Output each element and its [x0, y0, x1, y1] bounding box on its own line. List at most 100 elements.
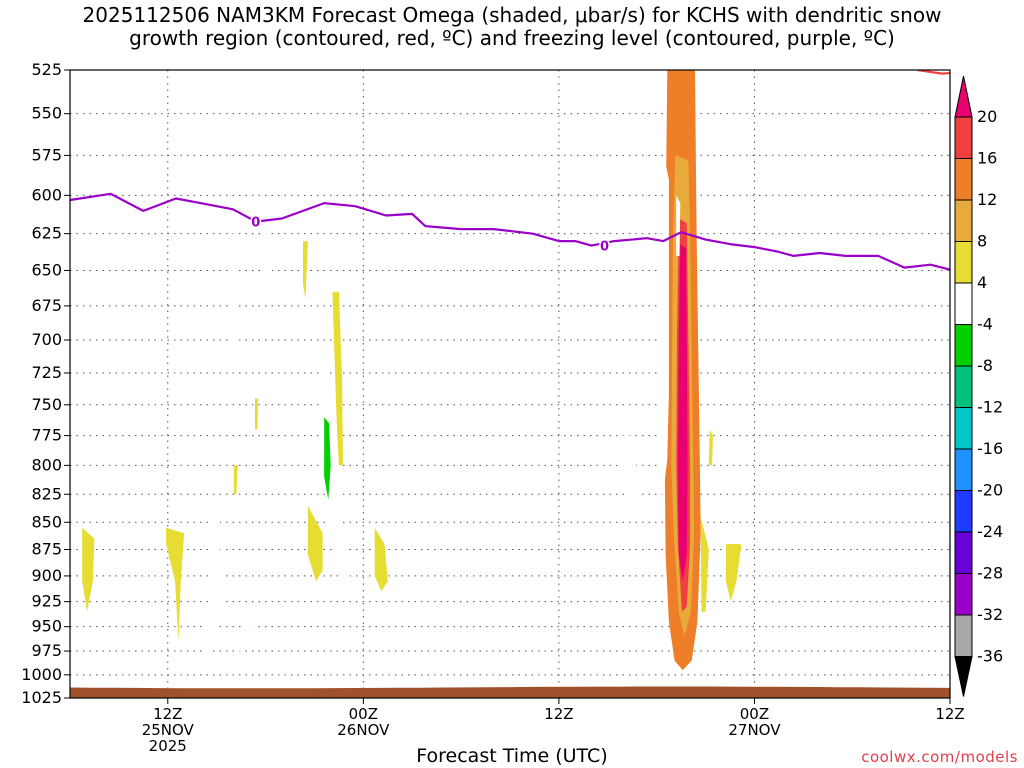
omega-region — [725, 544, 742, 602]
x-tick-label: 12Z — [153, 705, 182, 723]
chart-title: 2025112506 NAM3KM Forecast Omega (shaded… — [0, 4, 1024, 50]
y-tick-label: 575 — [31, 145, 62, 164]
colorbar-label: -20 — [977, 481, 1003, 500]
omega-region — [676, 195, 681, 256]
omega-shading — [82, 70, 742, 675]
colorbar-label: -12 — [977, 398, 1003, 417]
x-tick-label: 12Z — [544, 705, 573, 723]
omega-region — [677, 244, 688, 582]
y-tick-label: 1025 — [21, 688, 62, 707]
credit-link[interactable]: coolwx.com/models — [861, 748, 1018, 766]
freezing-level-line — [70, 192, 950, 271]
freezing-level-label: 0 — [600, 240, 609, 255]
omega-region — [620, 435, 639, 517]
colorbar-label: -8 — [977, 356, 993, 375]
omega-region — [659, 163, 669, 500]
y-tick-label: 725 — [31, 363, 62, 382]
x-tick-label: 00Z — [349, 705, 378, 723]
y-tick-label: 925 — [31, 592, 62, 611]
y-tick-label: 975 — [31, 641, 62, 660]
terrain-band — [70, 686, 950, 698]
y-tick-label: 750 — [31, 395, 62, 414]
colorbar-max-triangle — [954, 75, 973, 118]
title-line-2: growth region (contoured, red, ºC) and f… — [129, 26, 895, 50]
omega-region — [708, 429, 713, 466]
plot-frame — [69, 69, 951, 699]
x-tick-label: 2025 — [149, 737, 187, 755]
x-tick-label: 27NOV — [728, 721, 781, 739]
omega-region — [700, 516, 709, 612]
colorbar-label: -36 — [977, 647, 1003, 666]
grid — [70, 70, 951, 698]
colorbar: 20 16 12 8 4 -4 -8 -12 -16 -20 -24 -28 -32 -36 — [954, 75, 1003, 697]
x-axis-title: Forecast Time (UTC) — [416, 745, 608, 767]
omega-region — [303, 241, 308, 299]
y-tick-label: 525 — [31, 60, 62, 79]
colorbar-segment — [954, 158, 973, 201]
colorbar-label: 4 — [977, 273, 987, 292]
colorbar-segment — [954, 448, 973, 491]
x-tick-label: 26NOV — [337, 721, 390, 739]
title-line-1: 2025112506 NAM3KM Forecast Omega (shaded… — [82, 3, 942, 27]
y-axis: 525 550 575 600 625 650 675 700 725 750 775 800 825 8… — [21, 60, 70, 707]
omega-region — [262, 226, 273, 313]
colorbar-segment — [954, 573, 973, 616]
y-tick-label: 900 — [31, 566, 62, 585]
omega-region — [238, 616, 256, 652]
omega-region — [374, 527, 388, 592]
colorbar-segment — [954, 490, 973, 533]
y-tick-label: 850 — [31, 512, 62, 531]
y-tick-label: 600 — [31, 185, 62, 204]
colorbar-label: -32 — [977, 605, 1003, 624]
omega-region — [307, 505, 323, 582]
y-tick-label: 825 — [31, 484, 62, 503]
colorbar-label: 20 — [977, 107, 997, 126]
omega-region — [324, 417, 331, 500]
omega-region — [332, 291, 343, 466]
x-tick-label: 25NOV — [142, 721, 195, 739]
colorbar-label: -4 — [977, 315, 993, 334]
terrain-fill — [70, 686, 950, 698]
y-tick-label: 950 — [31, 617, 62, 636]
colorbar-label: 16 — [977, 149, 997, 168]
y-tick-label: 550 — [31, 104, 62, 123]
y-tick-label: 700 — [31, 330, 62, 349]
colorbar-segment — [954, 365, 973, 408]
y-tick-label: 800 — [31, 455, 62, 474]
colorbar-label: -16 — [977, 439, 1003, 458]
colorbar-label: 12 — [977, 190, 997, 209]
colorbar-label: -28 — [977, 564, 1003, 583]
colorbar-label: 8 — [977, 232, 987, 251]
colorbar-segment — [954, 324, 973, 367]
omega-region — [166, 527, 185, 642]
colorbar-segment — [954, 241, 973, 284]
y-tick-label: 775 — [31, 426, 62, 445]
plot-area: 00 — [70, 70, 950, 698]
colorbar-segment — [954, 407, 973, 450]
omega-region — [233, 465, 238, 495]
colorbar-segment — [954, 282, 973, 325]
omega-region — [230, 226, 240, 380]
contour-lines: 00 — [70, 70, 950, 271]
y-tick-label: 875 — [31, 539, 62, 558]
colorbar-segment — [954, 116, 973, 159]
colorbar-segment — [954, 531, 973, 574]
freezing-level-label: 0 — [251, 216, 260, 231]
colorbar-label: -24 — [977, 522, 1003, 541]
colorbar-segment — [954, 614, 973, 657]
y-tick-label: 625 — [31, 224, 62, 243]
x-tick-label: 00Z — [740, 705, 769, 723]
x-tick-label: 12Z — [935, 705, 964, 723]
omega-region — [175, 366, 180, 411]
colorbar-min-triangle — [954, 656, 973, 697]
omega-region — [255, 398, 259, 430]
y-tick-label: 650 — [31, 260, 62, 279]
omega-region — [82, 527, 95, 612]
omega-region — [321, 353, 351, 587]
y-tick-label: 1000 — [21, 665, 62, 684]
omega-region — [192, 499, 222, 675]
y-tick-label: 675 — [31, 296, 62, 315]
colorbar-segment — [954, 199, 973, 242]
